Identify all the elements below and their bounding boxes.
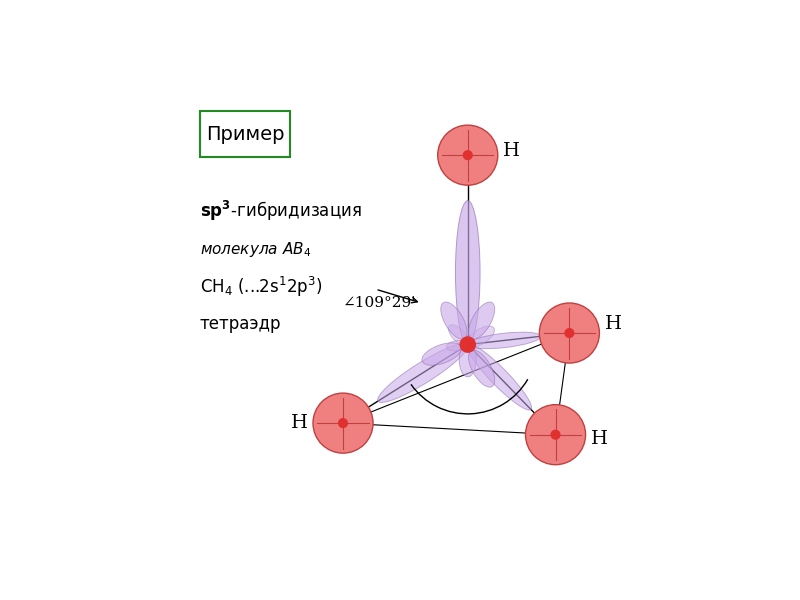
Ellipse shape — [467, 344, 531, 410]
Text: $\it{молекула}$ $\it{AB}_4$: $\it{молекула}$ $\it{AB}_4$ — [200, 241, 311, 259]
Circle shape — [564, 328, 574, 338]
Ellipse shape — [459, 343, 476, 377]
Text: H: H — [503, 142, 520, 160]
Ellipse shape — [469, 302, 494, 339]
Ellipse shape — [441, 302, 467, 339]
Ellipse shape — [466, 326, 494, 347]
Text: Пример: Пример — [206, 125, 284, 144]
Text: CH$_4$ (...2s$^1$2p$^3$): CH$_4$ (...2s$^1$2p$^3$) — [200, 275, 322, 299]
Circle shape — [550, 430, 561, 440]
Circle shape — [438, 125, 498, 185]
Circle shape — [459, 336, 476, 353]
Circle shape — [539, 303, 599, 363]
Text: ∠109°29': ∠109°29' — [343, 296, 416, 310]
Text: H: H — [290, 414, 308, 432]
Circle shape — [526, 404, 586, 464]
Ellipse shape — [455, 200, 480, 344]
FancyBboxPatch shape — [200, 111, 290, 157]
Ellipse shape — [448, 325, 470, 346]
Text: $\mathbf{sp}^{\mathbf{3}}$-гибридизация: $\mathbf{sp}^{\mathbf{3}}$-гибридизация — [200, 199, 362, 223]
Ellipse shape — [469, 350, 494, 387]
Circle shape — [338, 418, 348, 428]
Ellipse shape — [422, 343, 462, 365]
Text: H: H — [605, 315, 622, 333]
Ellipse shape — [446, 340, 469, 351]
Text: тетраэдр: тетраэдр — [200, 315, 282, 333]
Ellipse shape — [468, 332, 541, 349]
Ellipse shape — [378, 343, 468, 403]
Circle shape — [462, 150, 473, 160]
Circle shape — [313, 393, 373, 453]
Text: H: H — [591, 430, 608, 448]
